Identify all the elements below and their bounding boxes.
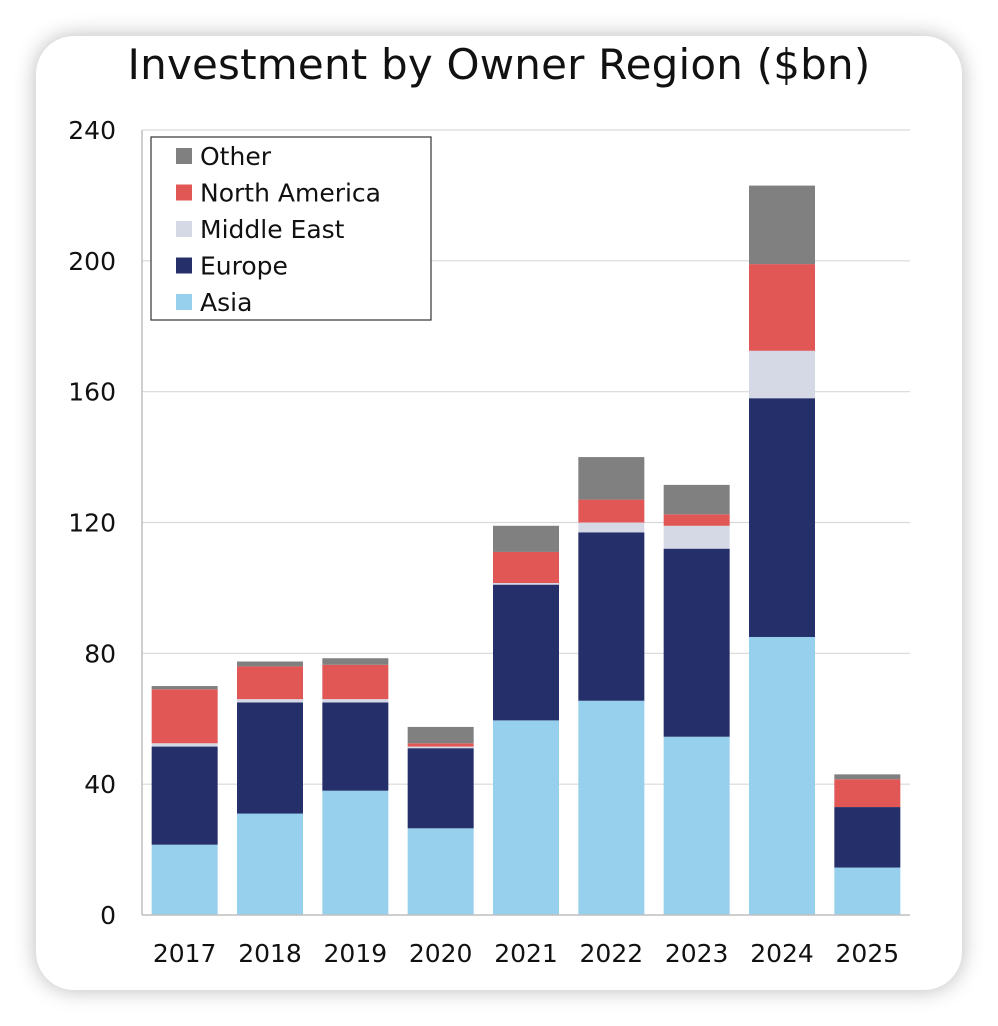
bar-segment [749, 636, 815, 915]
bar-segment [578, 457, 645, 500]
bar-segment [493, 525, 559, 552]
x-tick-label: 2017 [153, 939, 217, 968]
bar-segment [322, 658, 389, 665]
bar-segment [834, 867, 901, 915]
bar-segment [493, 583, 559, 585]
x-tick-label: 2021 [494, 939, 558, 968]
chart-title: Investment by Owner Region ($bn) [127, 40, 871, 89]
bar-segment [578, 499, 645, 523]
bar-segment [151, 746, 218, 845]
y-tick-label: 0 [100, 901, 116, 930]
bar-segment [151, 686, 218, 690]
bar-segment [663, 736, 730, 915]
bar-segment [834, 779, 901, 808]
legend-label: Other [200, 142, 272, 171]
bar-segment [493, 720, 559, 915]
bar-segment [322, 702, 389, 791]
x-tick-label: 2022 [580, 939, 644, 968]
legend-swatch [176, 148, 192, 164]
bar-segment [322, 699, 389, 703]
bars [151, 185, 901, 915]
bar-segment [151, 689, 218, 744]
x-tick-label: 2024 [750, 939, 814, 968]
bar-segment [407, 828, 474, 915]
bar-segment [151, 844, 218, 915]
y-axis-ticks: 0 40 80 120 160 200 240 [68, 116, 116, 930]
bar-segment [749, 350, 815, 399]
legend: Other North America Middle East Europe Asia [150, 136, 432, 321]
bar-segment [237, 661, 303, 667]
bar-segment [834, 807, 901, 868]
x-tick-label: 2018 [238, 939, 302, 968]
y-tick-label: 120 [68, 509, 116, 538]
bar-segment [663, 548, 730, 737]
bar-segment [407, 743, 474, 747]
bar-segment [749, 185, 815, 265]
y-tick-label: 200 [68, 247, 116, 276]
legend-swatch [176, 257, 192, 274]
bar-segment [663, 514, 730, 526]
legend-label: Middle East [200, 215, 345, 244]
bar-segment [237, 702, 303, 814]
x-axis-ticks: 2017 2018 2019 2020 2021 2022 2023 2024 2025 [153, 939, 899, 968]
bar-segment [237, 813, 303, 915]
x-tick-label: 2019 [324, 939, 388, 968]
bar-segment [237, 666, 303, 700]
bar-segment [322, 664, 389, 700]
y-tick-label: 160 [68, 378, 116, 407]
bar-segment [407, 746, 474, 749]
y-tick-label: 80 [84, 639, 116, 668]
legend-swatch [176, 184, 192, 201]
legend-box [150, 136, 432, 321]
bar-segment [578, 522, 645, 533]
bar-segment [237, 699, 303, 703]
bar-segment [322, 790, 389, 915]
bar-segment [749, 398, 815, 637]
bar-segment [407, 726, 474, 744]
bar-segment [493, 551, 559, 584]
axes [141, 130, 910, 916]
y-tick-label: 240 [68, 116, 116, 145]
bar-segment [663, 525, 730, 549]
bar-segment [834, 774, 901, 780]
bar-segment [663, 484, 730, 515]
legend-swatch [176, 221, 192, 237]
x-tick-label: 2020 [409, 939, 473, 968]
legend-label: Asia [200, 288, 252, 317]
bar-segment [749, 264, 815, 351]
x-tick-label: 2023 [665, 939, 729, 968]
bar-segment [578, 532, 645, 701]
bar-segment [151, 743, 218, 747]
x-tick-label: 2025 [836, 939, 900, 968]
bar-segment [407, 748, 474, 829]
bar-segment [578, 700, 645, 915]
bar-segment [493, 584, 559, 721]
legend-label: Europe [200, 252, 288, 281]
legend-swatch [176, 294, 192, 310]
legend-label: North America [200, 179, 381, 208]
y-tick-label: 40 [84, 770, 116, 799]
